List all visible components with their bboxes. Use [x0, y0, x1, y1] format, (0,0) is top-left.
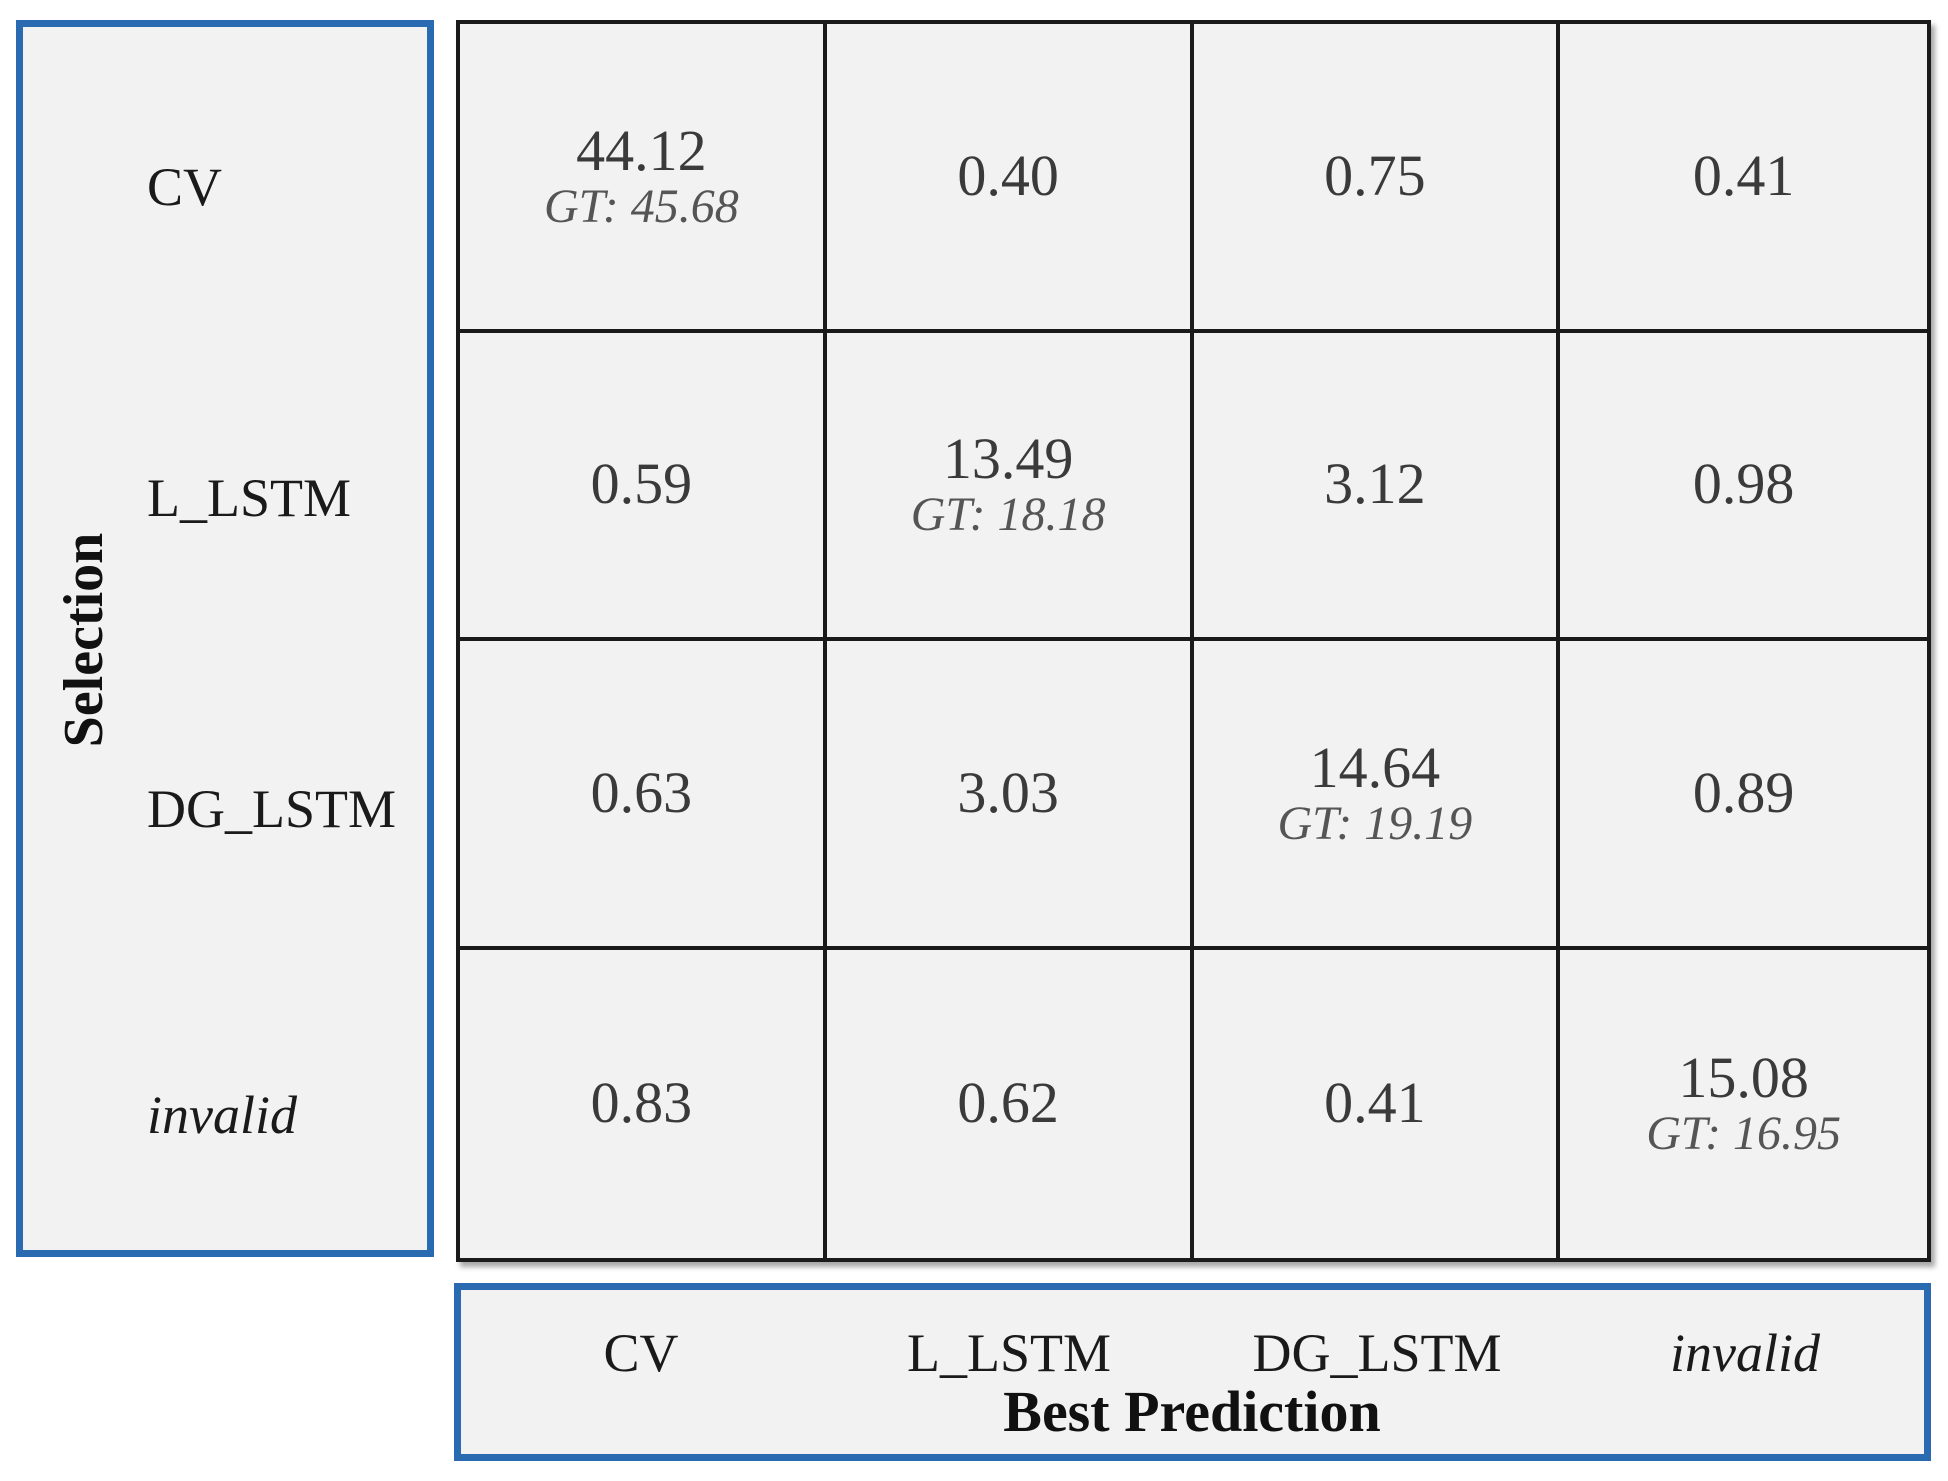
cell-value: 3.03: [957, 759, 1059, 825]
matrix-cell: 0.83: [460, 949, 827, 1258]
cell-gt-label: GT: 19.19: [1277, 796, 1473, 850]
matrix-cell: 0.98: [1560, 332, 1927, 641]
matrix-cell: 0.75: [1193, 24, 1561, 333]
matrix-grid: 44.12 GT: 45.68 0.40 0.75 0.41 0.59 13.49 GT: 1…: [456, 20, 1931, 1262]
matrix-cell: 0.63: [460, 641, 827, 950]
cell-value: 14.64: [1309, 734, 1441, 800]
cell-gt-label: GT: 45.68: [544, 179, 739, 233]
column-label: invalid: [1670, 1323, 1820, 1383]
matrix-cell: 0.59: [460, 332, 827, 641]
matrix-cell: 0.62: [826, 949, 1194, 1258]
matrix-cell: 0.40: [826, 24, 1194, 333]
matrix-cell: 44.12 GT: 45.68: [460, 24, 827, 333]
row-label: invalid: [147, 1085, 297, 1145]
cell-value: 0.98: [1692, 451, 1795, 517]
row-label: DG_LSTM: [147, 779, 397, 839]
row-label: CV: [147, 157, 223, 217]
cell-value: 0.89: [1692, 759, 1795, 825]
cell-value: 44.12: [576, 117, 707, 183]
cell-value: 0.41: [1692, 142, 1795, 208]
column-axis-label: Best Prediction: [1003, 1379, 1381, 1444]
matrix-cell: 0.41: [1193, 949, 1561, 1258]
cell-gt-label: GT: 16.95: [1646, 1107, 1841, 1160]
matrix-cell: 13.49 GT: 18.18: [826, 332, 1194, 641]
row-label-panel: [16, 20, 434, 1257]
column-label: L_LSTM: [906, 1323, 1112, 1383]
row-axis-label: Selection: [53, 532, 115, 748]
column-label-panel: [454, 1283, 1931, 1461]
matrix-cell: 3.12: [1193, 332, 1561, 641]
matrix-cell: 3.03: [826, 641, 1194, 950]
row-label: L_LSTM: [147, 468, 352, 528]
matrix-cell: 15.08 GT: 16.95: [1560, 949, 1927, 1258]
cell-value: 0.63: [590, 759, 693, 825]
matrix-cell: 14.64 GT: 19.19: [1193, 641, 1561, 950]
cell-value: 0.75: [1324, 142, 1426, 208]
cell-gt-label: GT: 18.18: [910, 488, 1106, 541]
cell-value: 0.62: [957, 1070, 1059, 1136]
cell-value: 0.59: [590, 451, 693, 517]
cell-value: 0.40: [957, 142, 1059, 208]
cell-value: 15.08: [1678, 1045, 1809, 1111]
matrix-cell: 0.41: [1560, 24, 1927, 333]
column-label: DG_LSTM: [1252, 1323, 1502, 1383]
cell-value: 3.12: [1324, 451, 1426, 517]
matrix-cell: 0.89: [1560, 641, 1927, 950]
cell-value: 0.41: [1324, 1070, 1426, 1136]
cell-value: 0.83: [590, 1070, 693, 1136]
cell-value: 13.49: [942, 426, 1074, 492]
column-label: CV: [603, 1323, 679, 1383]
